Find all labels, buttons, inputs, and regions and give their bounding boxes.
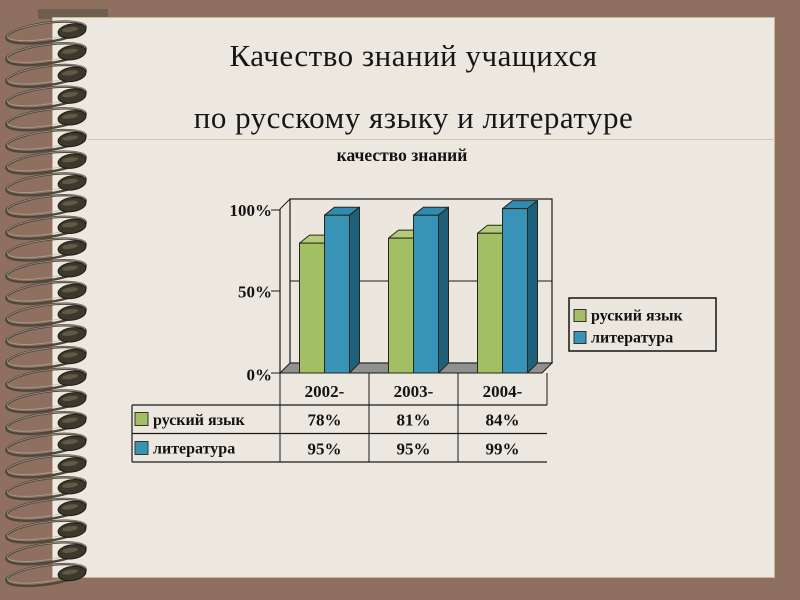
spiral-wire-highlight — [6, 368, 86, 389]
chart-title: качество знаний — [337, 145, 468, 165]
x-category-2002: 2002- — [305, 382, 345, 401]
bar-s0-c1-front — [388, 237, 414, 374]
spiral-wire-highlight — [6, 454, 86, 476]
bar-s1-c1-front — [413, 214, 439, 374]
legend-key-swatch-1 — [573, 331, 587, 344]
spiral-wire-highlight — [6, 129, 86, 150]
table-cell-0-0: 78% — [308, 411, 342, 430]
spiral-wire-highlight — [6, 498, 86, 519]
spiral-knob-highlight — [62, 352, 78, 358]
bars-layer — [299, 200, 538, 374]
spiral-knob-highlight — [62, 569, 78, 575]
x-category-2003: 2003- — [394, 382, 434, 401]
table-key-swatch-0 — [134, 412, 149, 426]
spiral-knob-highlight — [62, 482, 78, 488]
spiral-binding — [5, 20, 87, 588]
binder-shadow-strip — [38, 9, 108, 19]
legend-item-label-0: руский язык — [591, 308, 684, 325]
spiral-knob-highlight — [62, 460, 78, 467]
legend-item-label-1: литература — [591, 330, 673, 347]
spiral-knob-highlight — [62, 178, 78, 185]
spiral-wire-highlight — [6, 433, 86, 454]
spiral-wire-highlight — [6, 172, 86, 193]
spiral-wire-highlight — [6, 281, 86, 302]
spiral-wire-highlight — [6, 541, 86, 562]
spiral-knob-highlight — [62, 374, 78, 380]
spiral-knob-highlight — [62, 222, 78, 228]
spiral-wire-highlight — [6, 64, 86, 85]
spiral-knob-highlight — [62, 157, 78, 163]
spiral-wire-highlight — [6, 324, 86, 345]
y-axis-3d-corner — [279, 198, 291, 210]
spiral-knob-highlight — [62, 287, 78, 293]
bar-s1-c2-side — [527, 200, 538, 374]
spiral-knob-highlight — [62, 48, 78, 54]
spiral-knob-highlight — [62, 26, 78, 33]
spiral-knob-highlight — [62, 135, 78, 141]
bar-s1-c2-front — [502, 208, 528, 374]
table-cell-0-1: 81% — [397, 411, 431, 430]
spiral-wire-highlight — [6, 476, 86, 497]
spiral-knob-highlight — [62, 243, 78, 250]
spiral-wire-highlight — [6, 411, 86, 432]
table-cell-1-2: 99% — [486, 440, 520, 459]
bar-s0-c0-front — [299, 242, 325, 374]
spiral-knob-highlight — [62, 70, 78, 76]
spiral-wire-highlight — [6, 346, 86, 367]
spiral-knob-highlight — [62, 417, 78, 423]
spiral-wire-highlight — [6, 303, 86, 324]
table-row-label-1: литература — [153, 441, 235, 458]
spiral-knob-highlight — [62, 308, 78, 315]
spiral-wire-highlight — [6, 237, 86, 259]
slide-title-line2: по русскому языку и литературе — [193, 100, 634, 135]
spiral-wire-highlight — [6, 259, 86, 280]
spiral-wire-highlight — [6, 107, 86, 128]
spiral-wire-highlight — [6, 389, 86, 410]
spiral-wire-highlight — [6, 194, 86, 215]
legend-box — [568, 297, 717, 352]
spiral-wire-highlight — [6, 151, 86, 172]
spiral-wire-highlight — [6, 42, 86, 63]
spiral-knob-highlight — [62, 504, 78, 510]
spiral-wire-highlight — [6, 520, 86, 541]
bar-s1-c0-front — [324, 214, 350, 374]
spiral-knob-highlight — [62, 395, 78, 402]
spiral-wire-highlight — [6, 20, 86, 42]
spiral-knob-highlight — [62, 330, 78, 336]
title-underline-rule — [88, 139, 775, 140]
y-tick-label-100: 100% — [230, 201, 273, 220]
spiral-knob-highlight — [62, 113, 78, 119]
table-row-label-0: руский язык — [153, 412, 246, 429]
spiral-knob-highlight — [62, 200, 78, 206]
spiral-knob-highlight — [62, 91, 78, 98]
spiral-knob-highlight — [62, 547, 78, 553]
table-cell-0-2: 84% — [486, 411, 520, 430]
spiral-knob-highlight — [62, 525, 78, 532]
table-key-swatch-1 — [134, 441, 149, 455]
slide-title-line1: Качество знаний учащихся — [229, 38, 598, 73]
x-category-2004: 2004- — [483, 382, 523, 401]
bar-s1-c1-side — [438, 206, 449, 374]
y-tick-label-50: 50% — [238, 283, 272, 302]
legend-key-swatch-0 — [573, 309, 587, 322]
table-cell-1-1: 95% — [397, 440, 431, 459]
bar-s0-c2-front — [477, 232, 503, 374]
spiral-rings-layer — [5, 20, 87, 588]
spiral-wire-highlight — [6, 216, 86, 237]
spiral-knob-highlight — [62, 265, 78, 271]
spiral-wire-highlight — [6, 86, 86, 107]
table-cell-1-0: 95% — [308, 440, 342, 459]
bar-s1-c0-side — [349, 206, 360, 374]
spiral-wire-highlight — [6, 563, 86, 584]
spiral-knob-highlight — [62, 439, 78, 445]
y-tick-label-0: 0% — [247, 366, 273, 385]
